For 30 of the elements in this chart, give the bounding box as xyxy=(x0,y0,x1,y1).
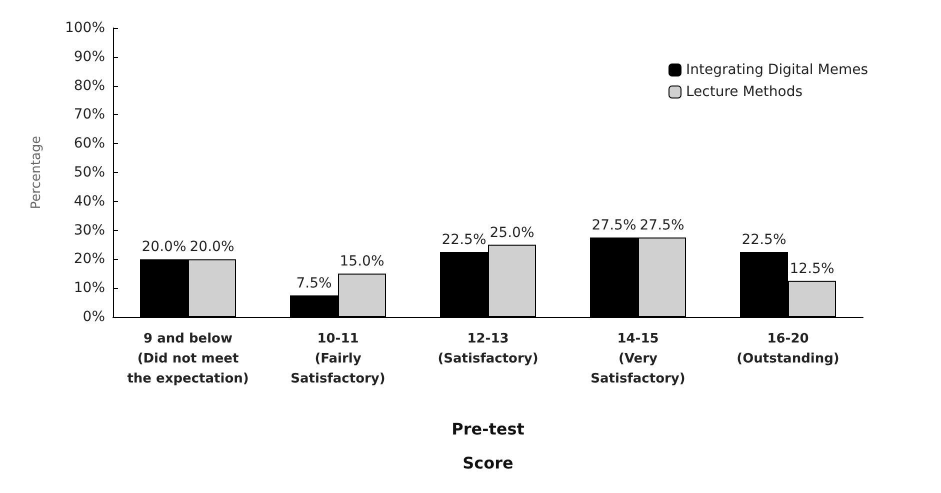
y-tick-label: 40% xyxy=(74,193,105,210)
x-tick-label: 16-20 (Outstanding) xyxy=(736,332,840,366)
y-tick-label: 30% xyxy=(74,222,105,238)
data-label: 15.0% xyxy=(340,254,384,270)
data-label: 22.5% xyxy=(742,232,786,248)
data-label: 7.5% xyxy=(296,275,332,292)
y-tick-label: 60% xyxy=(74,136,105,152)
x-tick-label: 9 and below (Did not meet the expectation) xyxy=(127,332,249,386)
y-tick-label: 90% xyxy=(74,48,105,65)
y-tick-label: 100% xyxy=(64,20,105,36)
y-tick-label: 20% xyxy=(74,251,105,268)
x-tick-label: 10-11 (Fairly Satisfactory) xyxy=(290,332,386,386)
data-label: 22.5% xyxy=(442,232,486,248)
data-label: 20.0% xyxy=(190,239,234,256)
y-axis-title: Percentage xyxy=(29,136,44,210)
x-tick-label: 12-13 (Satisfactory) xyxy=(438,332,538,366)
data-label: 20.0% xyxy=(142,239,186,256)
y-tick-label: 70% xyxy=(74,106,105,123)
data-label: 27.5% xyxy=(640,218,684,234)
data-label: 27.5% xyxy=(592,218,636,234)
y-tick-label: 0% xyxy=(82,309,105,325)
data-label: 12.5% xyxy=(790,260,834,277)
y-tick-label: 50% xyxy=(74,164,105,180)
x-axis-title: Pre-test Score xyxy=(452,420,525,472)
legend-label: Lecture Methods xyxy=(686,84,803,100)
x-tick-label: 14-15 (Very Satisfactory) xyxy=(590,332,686,386)
y-tick-label: 10% xyxy=(74,280,105,296)
y-tick-label: 80% xyxy=(74,78,105,94)
legend-label: Integrating Digital Memes xyxy=(686,62,868,78)
data-label: 25.0% xyxy=(490,224,534,241)
